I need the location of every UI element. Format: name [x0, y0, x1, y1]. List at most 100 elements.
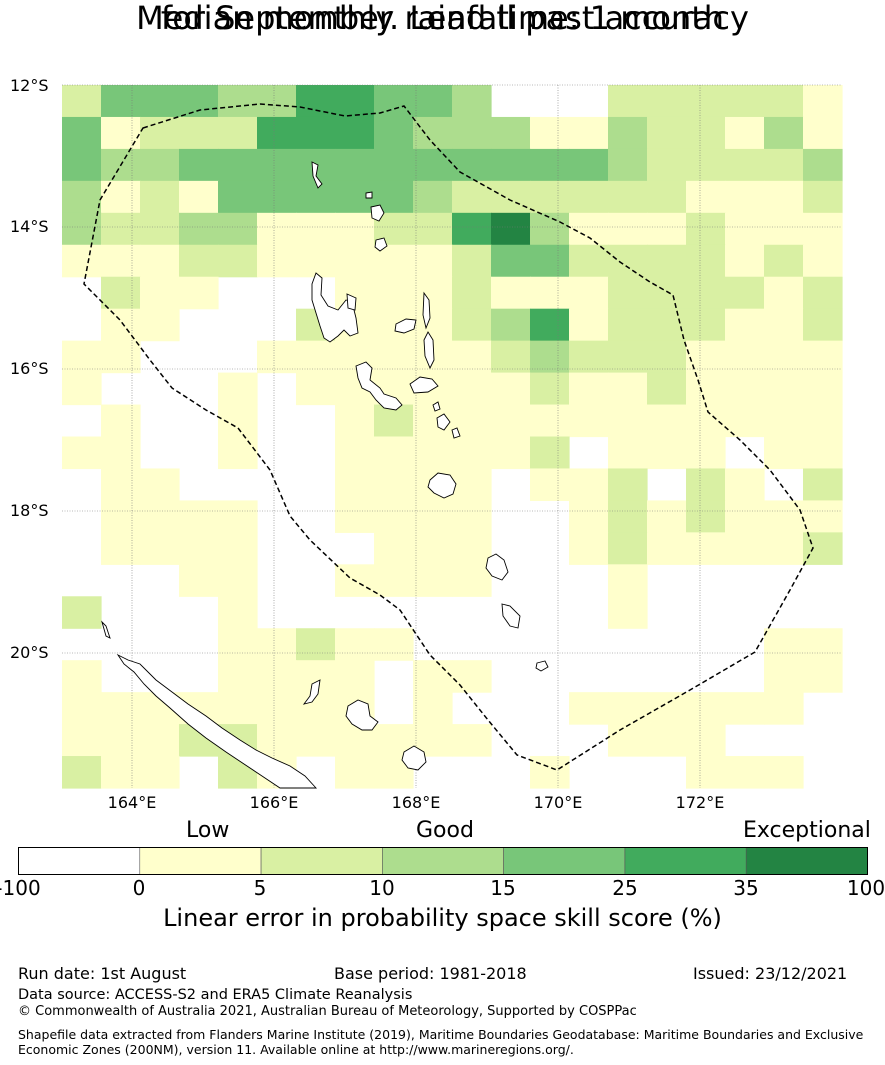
grid-cell [725, 116, 765, 150]
island-paama [432, 401, 441, 412]
grid-cell [335, 628, 375, 661]
colorbar-tick-neg100: -100 [0, 876, 41, 900]
grid-cell [62, 660, 102, 693]
grid-cell [218, 660, 258, 693]
grid-cell [374, 500, 414, 533]
grid-cell [686, 756, 726, 789]
grid-cell [608, 500, 648, 533]
grid-cell [140, 180, 180, 214]
grid-cell [218, 116, 258, 150]
grid-cell [413, 500, 453, 533]
grid-cell [218, 436, 258, 470]
grid-cell [647, 212, 687, 246]
colorbar-swatch [745, 847, 868, 875]
grid-cell [452, 244, 492, 278]
grid-cell [413, 564, 453, 597]
grid-cell [764, 692, 804, 725]
grid-cell [686, 180, 726, 214]
colorbar-title: Linear error in probability space skill … [163, 904, 722, 932]
grid-cell [725, 340, 765, 374]
colorbar-swatch [624, 847, 747, 875]
grid-cell [218, 212, 258, 246]
lat-label-20s: 20°S [10, 643, 49, 662]
grid-cell [296, 340, 336, 374]
grid-cell [530, 212, 570, 246]
grid-cell [803, 628, 843, 661]
grid-cell [764, 85, 804, 118]
grid-cell [101, 212, 141, 246]
colorbar-swatch [503, 847, 626, 875]
grid-cell [608, 116, 648, 150]
grid-cell [452, 212, 492, 246]
category-good: Good [416, 818, 474, 843]
grid-cell [491, 212, 531, 246]
grid-cell [257, 628, 297, 661]
grid-cell [803, 436, 843, 470]
grid-cell [101, 116, 141, 150]
grid-cell [725, 692, 765, 725]
grid-cell [218, 564, 258, 597]
grid-cell [647, 116, 687, 150]
grid-cell [764, 180, 804, 214]
grid-cell [725, 148, 765, 182]
lon-label-166e: 166°E [249, 793, 299, 812]
grid-cell [569, 468, 609, 501]
colorbar-tick-15: 15 [490, 876, 516, 900]
grid-cell [569, 372, 609, 406]
grid-cell [452, 436, 492, 470]
grid-cell [413, 692, 453, 725]
grid-cell [608, 308, 648, 342]
island-ureparapara [365, 191, 373, 199]
grid-cell [764, 116, 804, 150]
grid-cell [62, 372, 102, 406]
grid-cell [452, 660, 492, 693]
grid-cell [803, 372, 843, 406]
grid-cell [491, 340, 531, 374]
grid-cell [764, 276, 804, 310]
grid-cell [335, 85, 375, 118]
grid-cell [140, 212, 180, 246]
grid-cell [530, 116, 570, 150]
grid-cell [803, 500, 843, 533]
grid-cell [491, 116, 531, 150]
grid-cell [530, 340, 570, 374]
grid-cell [803, 532, 843, 565]
grid-cell [803, 212, 843, 246]
grid-cell [686, 500, 726, 533]
colorbar-swatch [260, 847, 383, 875]
grid-cell [725, 468, 765, 501]
grid-cell [257, 692, 297, 725]
grid-cell [296, 85, 336, 118]
grid-cell [374, 116, 414, 150]
grid-cell [686, 148, 726, 182]
grid-cell [725, 180, 765, 214]
colorbar-tick-25: 25 [612, 876, 638, 900]
grid-cell [179, 564, 219, 597]
grid-cell [452, 500, 492, 533]
grid-cell [530, 308, 570, 342]
grid-cell [101, 404, 141, 438]
grid-cell [257, 244, 297, 278]
grid-cell [413, 532, 453, 565]
grid-cell [413, 660, 453, 693]
grid-cell [101, 724, 141, 757]
island-gaua [374, 237, 388, 252]
grid-cell [218, 692, 258, 725]
grid-cell [725, 276, 765, 310]
grid-cell [296, 180, 336, 214]
grid-cell [101, 436, 141, 470]
island-lifou [345, 699, 379, 731]
grid-cell [608, 276, 648, 310]
grid-cell [452, 724, 492, 757]
grid-cell [140, 468, 180, 501]
grid-cell [647, 692, 687, 725]
grid-cell [218, 180, 258, 214]
colorbar-tick-0: 0 [132, 876, 146, 900]
lon-label-170e: 170°E [533, 793, 583, 812]
grid-cell [140, 308, 180, 342]
grid-cell [101, 308, 141, 342]
grid-cell [62, 212, 102, 246]
grid-cell [101, 532, 141, 565]
grid-cell [686, 532, 726, 565]
grid-cell [569, 180, 609, 214]
